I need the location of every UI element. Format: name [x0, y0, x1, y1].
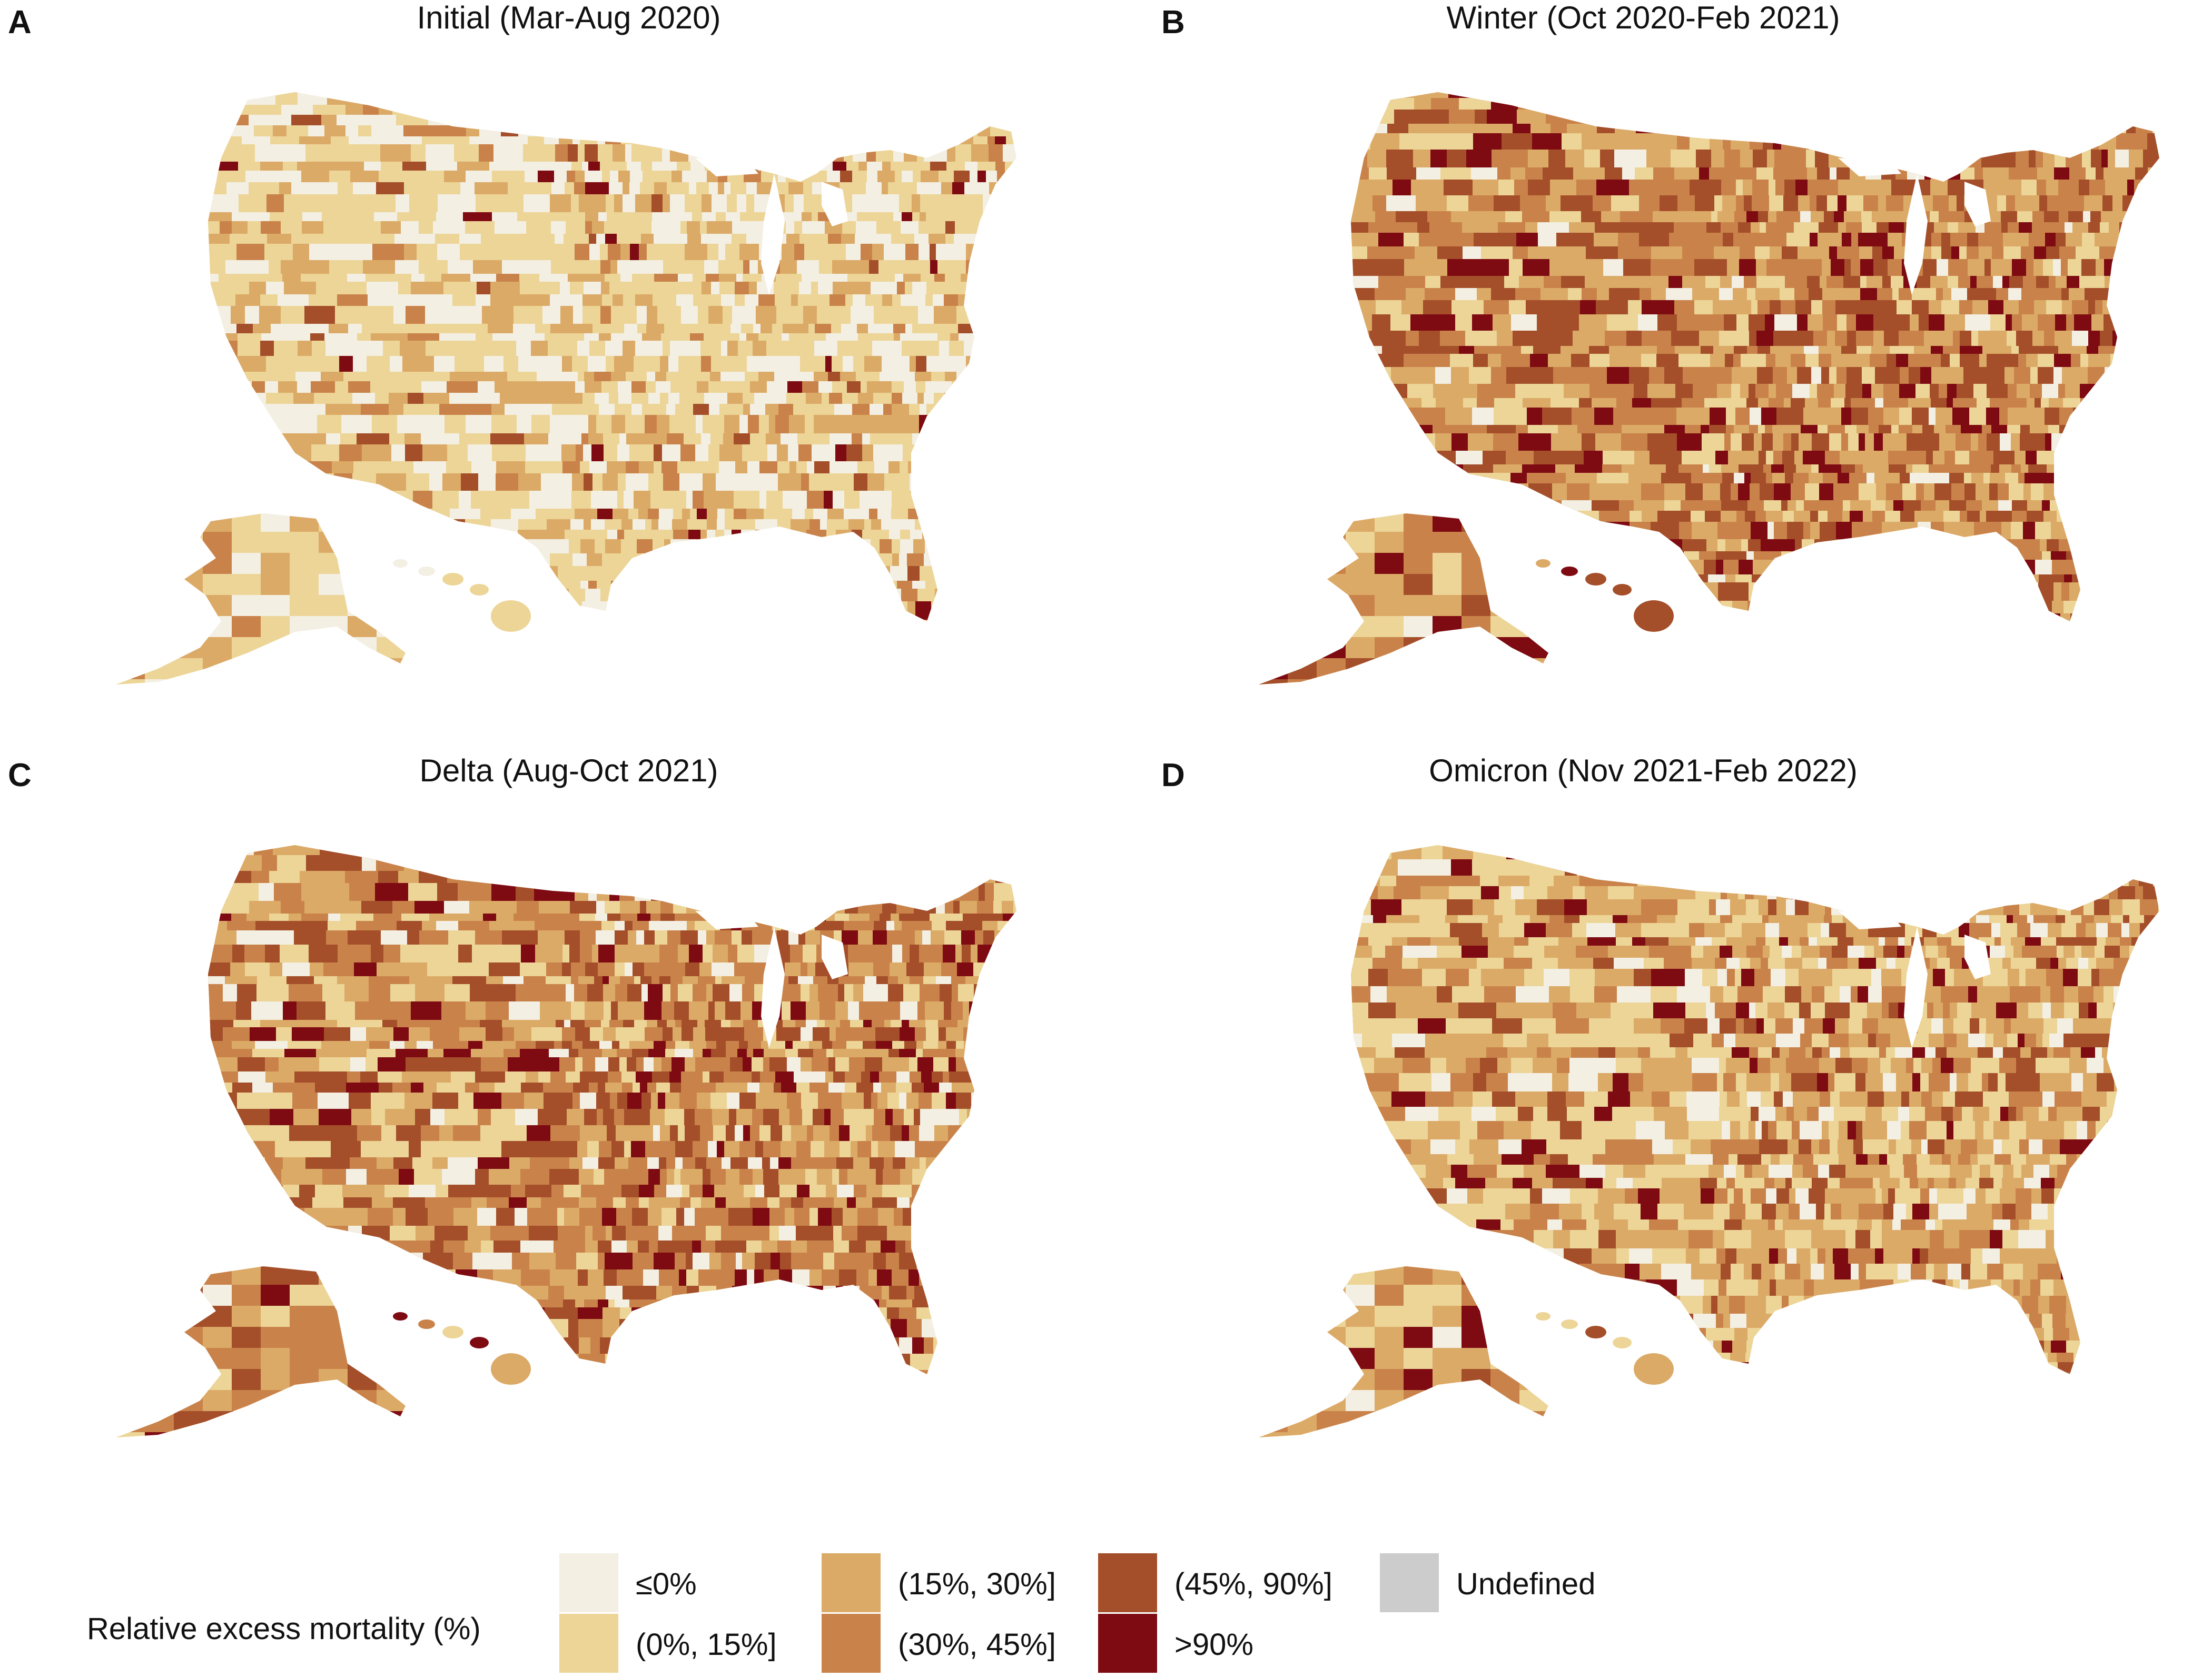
lake-shape: [822, 935, 848, 979]
legend-label: (30%, 45%]: [898, 1628, 1056, 1662]
hawaii-island: [393, 1312, 408, 1321]
lake-shape: [761, 174, 785, 295]
hawaii-island: [470, 1337, 489, 1348]
choropleth-map: [1259, 845, 2159, 1437]
panel-letter: D: [1161, 757, 1185, 793]
legend-swatch: [1098, 1553, 1157, 1612]
hawaii-island: [442, 1326, 463, 1338]
alaska-regions: [116, 513, 406, 684]
legend-label: (0%, 15%]: [636, 1628, 777, 1662]
legend: Relative excess mortality (%) ≤0% (0%, 1…: [0, 1516, 2212, 1677]
panel-letter: B: [1161, 4, 1185, 41]
legend-swatch: [559, 1614, 618, 1673]
choropleth-map: [116, 845, 1016, 1437]
hawaii-island: [1536, 1312, 1551, 1321]
panel-title: Delta (Aug-Oct 2021): [419, 753, 718, 788]
panel-letter: A: [8, 4, 32, 41]
legend-swatch: [822, 1614, 881, 1673]
lake-shape: [761, 927, 785, 1048]
legend-label: ≤0%: [636, 1567, 697, 1601]
choropleth-map: [1259, 92, 2159, 684]
hawaii-island: [1536, 559, 1551, 568]
alaska-regions: [1259, 513, 1548, 684]
lake-shape: [695, 911, 758, 929]
hawaii-island: [1634, 600, 1674, 632]
lake-shape: [1838, 911, 1901, 929]
panel-letter: C: [8, 757, 32, 793]
lake-shape: [695, 158, 758, 176]
hawaii-island: [1613, 1337, 1632, 1348]
legend-title: Relative excess mortality (%): [87, 1612, 481, 1646]
hawaii-island: [418, 567, 435, 576]
hawaii-island: [491, 600, 531, 632]
hawaii-island: [418, 1319, 435, 1329]
lake-shape: [822, 182, 848, 226]
hawaii-island: [1634, 1353, 1674, 1385]
panel-title: Omicron (Nov 2021-Feb 2022): [1429, 753, 1858, 788]
legend-label: (15%, 30%]: [898, 1567, 1056, 1601]
hawaii-island: [470, 584, 489, 596]
lake-shape: [1964, 935, 1991, 979]
legend-swatch: [1380, 1553, 1439, 1612]
hawaii-island: [393, 559, 408, 568]
map-panel-initial: A Initial (Mar-Aug 2020): [0, 0, 1074, 727]
legend-label: Undefined: [1456, 1567, 1596, 1601]
lake-shape: [1904, 927, 1928, 1048]
lake-shape: [1904, 174, 1928, 295]
legend-swatch: [822, 1553, 881, 1612]
choropleth-map: [116, 92, 1016, 684]
hawaii-island: [491, 1353, 531, 1385]
legend-label: (45%, 90%]: [1174, 1567, 1332, 1601]
legend-swatch: [1098, 1614, 1157, 1673]
lake-shape: [1838, 158, 1901, 176]
hawaii-island: [1585, 573, 1606, 586]
hawaii-island: [1561, 1319, 1578, 1329]
map-panel-delta: C Delta (Aug-Oct 2021): [0, 753, 1074, 1480]
alaska-regions: [116, 1266, 406, 1437]
panel-title: Winter (Oct 2020-Feb 2021): [1446, 0, 1840, 35]
hawaii-island: [1561, 567, 1578, 576]
lake-shape: [1964, 182, 1991, 226]
hawaii-island: [1585, 1326, 1606, 1338]
legend-label: >90%: [1174, 1628, 1253, 1662]
hawaii-island: [442, 573, 463, 586]
panel-title: Initial (Mar-Aug 2020): [417, 0, 721, 35]
map-panel-winter: B Winter (Oct 2020-Feb 2021): [1143, 0, 2212, 727]
hawaii-island: [1613, 584, 1632, 596]
legend-swatch: [559, 1553, 618, 1612]
map-panel-omicron: D Omicron (Nov 2021-Feb 2022): [1143, 753, 2212, 1480]
alaska-regions: [1259, 1266, 1548, 1437]
